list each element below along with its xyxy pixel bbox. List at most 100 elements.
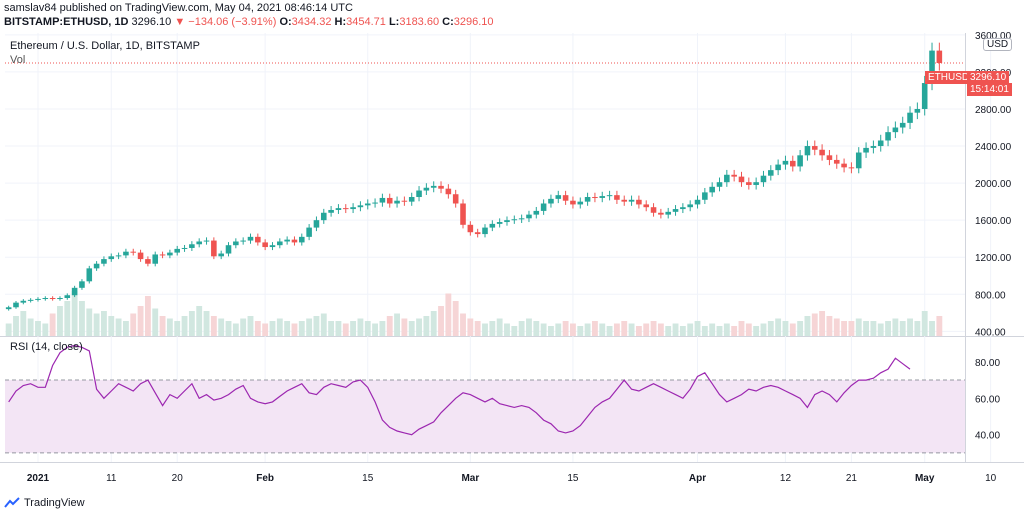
volume-bar — [196, 306, 203, 336]
volume-bar — [811, 313, 818, 336]
candle — [401, 200, 408, 202]
candle — [291, 239, 298, 243]
currency-button[interactable]: USD — [983, 38, 1013, 51]
volume-bar — [570, 323, 576, 336]
candle — [621, 199, 628, 202]
candle — [416, 190, 422, 198]
volume-bar — [423, 316, 430, 336]
volume-bar — [474, 321, 481, 336]
candle — [452, 194, 459, 204]
last-price-tag: 3296.10 — [967, 71, 1010, 84]
candle — [636, 199, 642, 205]
candle — [42, 298, 49, 300]
volume-bar — [599, 323, 606, 336]
candle — [885, 132, 891, 141]
candle — [577, 201, 584, 205]
low-label: L: — [388, 16, 400, 28]
volume-bar — [533, 321, 540, 336]
candle — [372, 202, 378, 204]
price-tick-label: 400.00 — [975, 327, 1006, 338]
candle — [782, 160, 789, 165]
candle — [738, 176, 745, 183]
volume-bar — [621, 321, 628, 336]
tradingview-logo[interactable]: TradingView — [4, 497, 85, 509]
candle — [826, 155, 833, 160]
price-tick-label: 2400.00 — [975, 142, 1012, 153]
volume-bar — [64, 301, 71, 336]
volume-bar — [731, 326, 738, 336]
volume-bar — [907, 318, 913, 336]
candle — [196, 241, 202, 245]
candle — [233, 241, 239, 246]
candle — [489, 223, 496, 228]
candle — [123, 251, 129, 256]
volume-bar — [379, 321, 386, 336]
candle — [504, 220, 510, 223]
volume-bar — [386, 316, 393, 336]
candle — [716, 182, 723, 187]
candle — [342, 208, 349, 210]
candle — [13, 302, 19, 308]
volume-bar — [511, 326, 518, 336]
candle — [753, 182, 759, 185]
candle — [841, 163, 847, 168]
candle — [430, 185, 437, 188]
volume-bar — [130, 313, 137, 336]
candle — [555, 195, 562, 199]
time-tick-label: 15 — [567, 473, 579, 484]
volume-bar — [745, 323, 752, 336]
candle — [775, 164, 781, 171]
volume-bar — [460, 313, 466, 336]
candle — [855, 152, 862, 169]
volume-bar — [694, 321, 701, 336]
volume-bar — [313, 316, 320, 336]
volume-bar — [298, 321, 305, 336]
volume-bar — [606, 326, 613, 336]
volume-bar — [5, 323, 12, 336]
candle — [299, 236, 305, 243]
candle — [562, 195, 569, 201]
low-value: 3183.60 — [399, 16, 440, 28]
volume-bar — [526, 318, 532, 336]
ohlc-header: BITSTAMP:ETHUSD, 1D 3296.10 ▼ −134.06 (−… — [4, 16, 494, 28]
volume-bar — [775, 318, 782, 336]
volume-bar — [86, 308, 93, 336]
time-tick-label: 15 — [362, 473, 374, 484]
candle — [833, 159, 840, 164]
volume-bar — [650, 321, 657, 336]
candle — [482, 227, 488, 235]
price-tick-label: 2000.00 — [975, 179, 1012, 190]
price-tick-label: 3600.00 — [975, 31, 1012, 42]
time-tick-label: 20 — [172, 473, 184, 484]
volume-bar — [254, 321, 261, 336]
volume-bar — [218, 318, 225, 336]
candle — [768, 170, 774, 176]
volume-bar — [108, 316, 115, 336]
volume-bar — [152, 308, 159, 336]
volume-bar — [672, 323, 679, 336]
volume-bar — [914, 321, 921, 336]
symbol-label[interactable]: BITSTAMP:ETHUSD, 1D — [4, 16, 129, 28]
candle — [240, 240, 246, 242]
volume-bar — [833, 318, 840, 336]
candle — [731, 174, 737, 177]
volume-bar — [166, 318, 173, 336]
volume-bar — [328, 321, 335, 336]
volume-bar — [577, 326, 584, 336]
volume-bar — [430, 311, 437, 336]
candle — [108, 256, 115, 260]
time-tick-label: Mar — [461, 473, 479, 484]
candle — [438, 185, 444, 189]
volume-bar — [467, 318, 474, 336]
candle — [533, 210, 540, 215]
candle — [702, 192, 708, 200]
candle — [203, 240, 210, 242]
volume-bar — [232, 323, 239, 336]
candle — [570, 200, 576, 205]
close-value: 3296.10 — [453, 16, 494, 28]
candle — [408, 197, 415, 202]
rsi-tick-label: 40.00 — [975, 431, 1000, 442]
volume-bar — [174, 321, 181, 336]
volume-bar — [591, 321, 598, 336]
